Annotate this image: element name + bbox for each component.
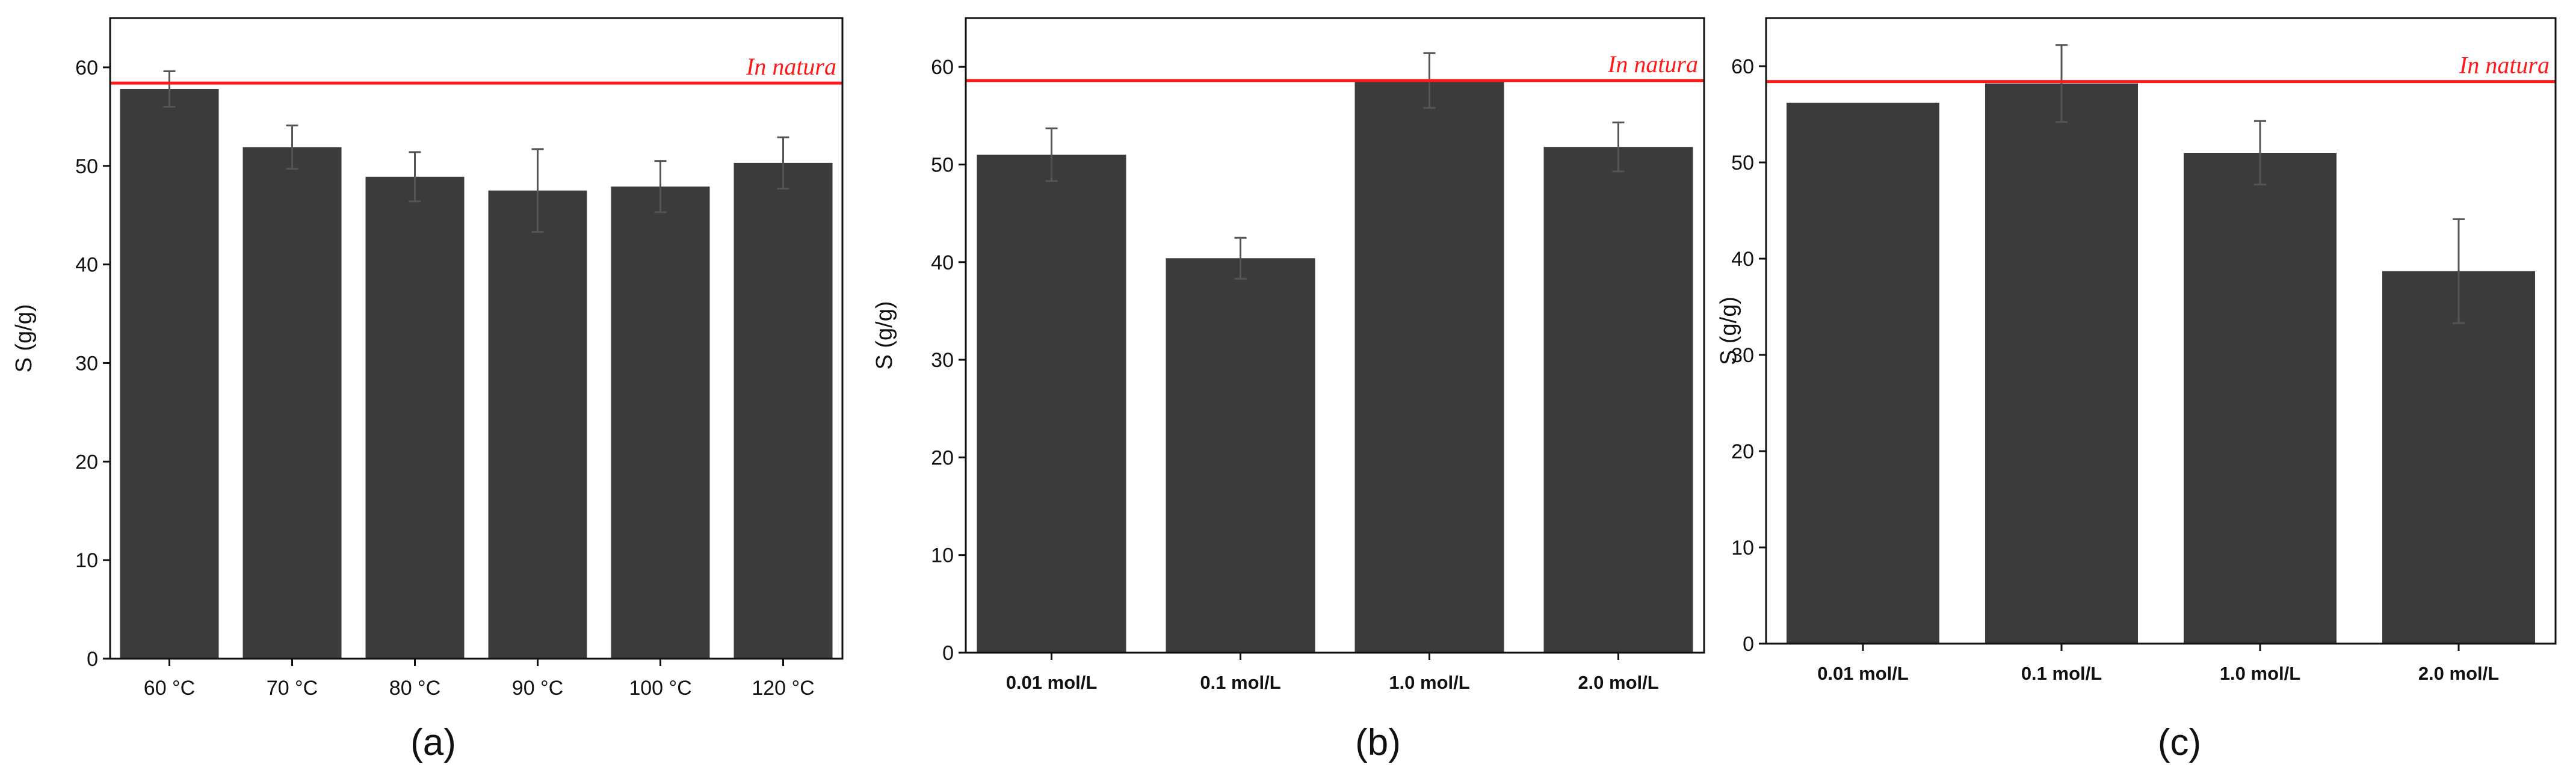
x-tick-label: 0.1 mol/L	[2021, 663, 2102, 684]
y-axis-label: S (g/g)	[872, 301, 897, 369]
error-bar	[2453, 218, 2465, 324]
y-tick-label: 40	[75, 254, 98, 277]
y-tick-label: 30	[1731, 344, 1754, 367]
panel-label: (b)	[1355, 722, 1401, 763]
y-tick-label: 0	[1743, 633, 1754, 656]
x-tick-label: 0.01 mol/L	[1817, 663, 1909, 684]
error-bar	[163, 70, 176, 108]
y-tick-label: 30	[75, 352, 98, 375]
x-tick-label: 1.0 mol/L	[1389, 672, 1469, 693]
y-tick-label: 50	[1731, 152, 1754, 174]
x-tick-label: 0.01 mol/L	[1006, 672, 1098, 693]
error-bar	[286, 125, 298, 170]
panel-label: (c)	[2158, 722, 2201, 763]
x-tick-label: 70 °C	[267, 677, 318, 700]
y-tick-label: 40	[1731, 248, 1754, 271]
y-axis-label: S (g/g)	[11, 304, 37, 372]
y-tick-label: 40	[931, 251, 954, 274]
bar	[734, 162, 833, 659]
reference-label: In natura	[2459, 52, 2550, 79]
error-bar	[409, 151, 421, 203]
y-tick-label: 0	[87, 648, 98, 671]
bar	[1166, 258, 1315, 653]
x-tick-label: 80 °C	[389, 677, 440, 700]
y-tick-label: 20	[75, 451, 98, 473]
plot-frame	[965, 17, 1705, 654]
plot-frame	[1765, 17, 2557, 645]
bar	[611, 186, 710, 659]
bar	[1354, 80, 1504, 653]
y-tick-label: 60	[1731, 55, 1754, 78]
error-bar	[2254, 120, 2266, 186]
error-bar	[777, 136, 789, 189]
chart-panel-3: 0.01 mol/L 0.1 mol/L 1.0 mol/L 2.0 mol/L 0 10…	[1716, 17, 2557, 763]
bar	[1543, 147, 1693, 653]
bar	[1985, 83, 2138, 644]
error-bar	[2056, 44, 2068, 123]
y-tick-label: 50	[931, 153, 954, 176]
plot-frame	[109, 17, 844, 660]
y-tick-label: 30	[931, 349, 954, 372]
chart-panel-2: 0.01 mol/L 0.1 mol/L 1.0 mol/L 2.0 mol/L 0 10…	[872, 17, 1705, 763]
x-tick-label: 2.0 mol/L	[2418, 663, 2499, 684]
reference-label: In natura	[1607, 51, 1698, 78]
bar	[977, 155, 1126, 653]
y-tick-label: 0	[942, 642, 954, 665]
x-tick-label: 1.0 mol/L	[2220, 663, 2300, 684]
reference-label: In natura	[746, 53, 836, 80]
error-bar	[1612, 122, 1625, 173]
y-tick-label: 10	[75, 549, 98, 572]
y-tick-label: 20	[1731, 440, 1754, 463]
y-tick-label: 10	[1731, 537, 1754, 559]
x-tick-label: 100 °C	[629, 677, 691, 700]
bar	[120, 88, 219, 659]
x-tick-label: 120 °C	[752, 677, 814, 700]
panel-label: (a)	[410, 722, 456, 763]
bar	[2184, 153, 2337, 644]
x-tick-label: 2.0 mol/L	[1578, 672, 1658, 693]
y-tick-label: 60	[75, 57, 98, 79]
bar	[488, 190, 587, 659]
x-tick-label: 0.1 mol/L	[1200, 672, 1280, 693]
error-bar	[1234, 236, 1247, 280]
bar	[2382, 271, 2535, 644]
error-bar	[1045, 127, 1058, 182]
bar	[365, 176, 465, 659]
y-tick-label: 60	[931, 56, 954, 79]
x-tick-label: 60 °C	[144, 677, 195, 700]
y-tick-label: 20	[931, 446, 954, 469]
bar	[1787, 102, 1939, 644]
x-tick-label: 90 °C	[512, 677, 563, 700]
chart-panel-1: 60 °C 70 °C 80 °C 90 °C 100 °C 120 °C 0 10 20 30 4…	[11, 17, 844, 763]
bar	[242, 147, 342, 659]
error-bar	[654, 160, 667, 214]
y-tick-label: 10	[931, 544, 954, 567]
y-axis-label: S (g/g)	[1716, 297, 1741, 365]
error-bar	[531, 148, 544, 233]
y-tick-label: 50	[75, 155, 98, 178]
